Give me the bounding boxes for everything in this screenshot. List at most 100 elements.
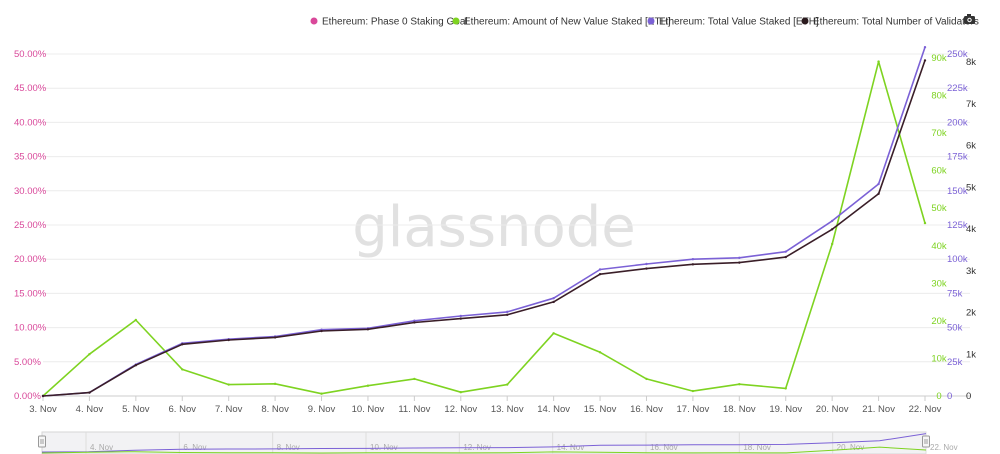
data-point	[738, 261, 741, 264]
y-tick-label-goal: 20.00%	[14, 254, 47, 265]
data-point	[413, 319, 416, 322]
data-point	[227, 338, 230, 342]
data-point	[552, 332, 555, 335]
y-tick-label-goal: 40.00%	[14, 117, 47, 128]
data-point	[877, 182, 880, 186]
y-tick-label-new-staked: 90k	[931, 53, 947, 64]
x-tick-label: 22. Nov	[909, 404, 942, 415]
data-point	[459, 314, 462, 318]
x-tick-label: 7. Nov	[215, 404, 243, 415]
legend-label: Ethereum: Total Value Staked [ETH]	[659, 17, 819, 28]
y-tick-label-goal: 50.00%	[14, 49, 47, 60]
legend-label: Ethereum: Total Number of Validators	[813, 17, 979, 28]
data-point	[273, 336, 277, 339]
navigator-label: 16. Nov	[650, 443, 678, 452]
data-point	[366, 328, 370, 331]
data-point	[459, 317, 462, 320]
legend-item[interactable]: Ethereum: Total Number of Validators	[801, 17, 979, 28]
x-tick-label: 20. Nov	[816, 404, 849, 415]
data-point	[320, 392, 323, 395]
data-point	[877, 60, 880, 63]
y-tick-label-validators: 5k	[966, 182, 976, 193]
data-point	[181, 343, 184, 346]
x-tick-label: 18. Nov	[723, 404, 756, 415]
legend-label: Ethereum: Amount of New Value Staked [ET…	[464, 17, 671, 28]
x-tick-label: 21. Nov	[862, 404, 895, 415]
data-point	[227, 383, 230, 386]
data-point	[691, 258, 695, 261]
x-tick-label: 5. Nov	[122, 404, 150, 415]
y-tick-label-goal: 30.00%	[14, 186, 47, 197]
data-point	[691, 389, 695, 393]
x-tick-label: 11. Nov	[398, 404, 430, 415]
data-point	[784, 250, 787, 253]
x-tick-label: 3. Nov	[29, 404, 57, 415]
data-point	[738, 256, 741, 260]
y-tick-label-total-staked: 225k	[947, 83, 968, 94]
data-point	[645, 262, 648, 266]
data-point	[506, 310, 509, 314]
data-point	[506, 383, 509, 386]
navigator-label: 22. Nov	[930, 443, 958, 452]
legend-marker	[310, 17, 318, 25]
y-tick-label-goal: 15.00%	[14, 288, 47, 299]
x-tick-label: 13. Nov	[491, 404, 524, 415]
legend-item[interactable]: Ethereum: Phase 0 Staking Goal	[310, 17, 468, 28]
y-tick-label-validators: 6k	[966, 141, 976, 152]
legend: Ethereum: Phase 0 Staking GoalEthereum: …	[310, 14, 979, 28]
data-point	[598, 272, 602, 276]
data-point	[784, 255, 787, 259]
y-tick-label-new-staked: 50k	[931, 203, 947, 214]
grid-lines	[43, 53, 970, 397]
data-point	[598, 351, 602, 354]
x-tick-label: 8. Nov	[261, 404, 289, 415]
legend-item[interactable]: Ethereum: Amount of New Value Staked [ET…	[452, 17, 671, 28]
data-point	[830, 228, 834, 231]
data-point	[506, 313, 509, 316]
data-point	[459, 391, 462, 394]
y-tick-label-validators: 2k	[966, 308, 976, 319]
legend-item[interactable]: Ethereum: Total Value Staked [ETH]	[647, 17, 819, 28]
data-point	[134, 318, 138, 322]
legend-marker	[452, 17, 460, 25]
y-tick-label-new-staked: 30k	[931, 278, 947, 289]
data-point	[645, 377, 648, 381]
y-tick-label-new-staked: 40k	[931, 241, 947, 252]
navigator-label: 14. Nov	[557, 443, 585, 452]
x-tick-label: 10. Nov	[352, 404, 385, 415]
y-tick-label-goal: 45.00%	[14, 83, 47, 94]
y-tick-label-new-staked: 80k	[931, 91, 947, 102]
navigator[interactable]: 4. Nov 6. Nov 8. Nov 10. Nov 12. Nov 14. Nov 1…	[38, 431, 958, 454]
data-point	[413, 321, 416, 324]
navigator-label: 10. Nov	[370, 443, 398, 452]
y-tick-label-goal: 35.00%	[14, 152, 47, 163]
y-tick-label-total-staked: 50k	[947, 323, 963, 334]
y-tick-label-validators: 1k	[966, 349, 976, 360]
navigator-label: 4. Nov	[90, 443, 113, 452]
data-point	[41, 394, 45, 398]
navigator-left-handle[interactable]	[38, 435, 46, 448]
data-point	[181, 368, 184, 371]
y-tick-label-validators: 3k	[966, 266, 976, 277]
y-tick-label-total-staked: 25k	[947, 357, 963, 368]
data-point	[830, 242, 834, 246]
x-tick-label: 4. Nov	[76, 404, 104, 415]
navigator-label: 18. Nov	[743, 443, 771, 452]
navigator-label: 8. Nov	[277, 443, 300, 452]
navigator-right-handle[interactable]	[922, 435, 930, 448]
y-tick-label-new-staked: 60k	[931, 166, 947, 177]
data-point	[366, 384, 370, 387]
series-line	[42, 60, 926, 397]
camera-icon[interactable]	[964, 14, 975, 24]
navigator-label: 20. Nov	[837, 443, 865, 452]
x-tick-label: 19. Nov	[769, 404, 802, 415]
navigator-label: 6. Nov	[183, 443, 206, 452]
x-tick-label: 17. Nov	[677, 404, 710, 415]
data-point	[413, 377, 416, 381]
data-point	[88, 391, 91, 394]
y-tick-label-new-staked: 70k	[931, 128, 947, 139]
y-tick-label-total-staked: 250k	[947, 49, 968, 60]
y-tick-label-total-staked: 0	[947, 391, 952, 402]
y-tick-label-total-staked: 200k	[947, 117, 968, 128]
